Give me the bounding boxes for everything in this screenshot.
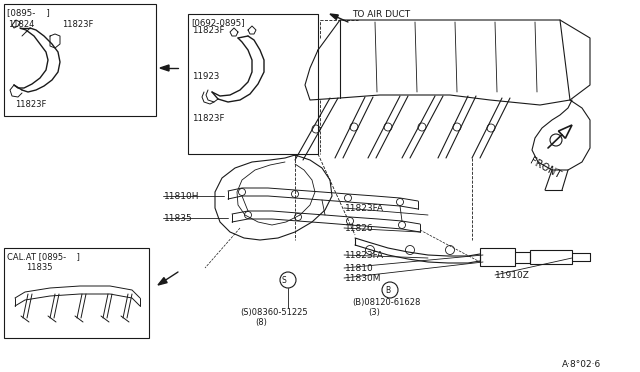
- Polygon shape: [559, 125, 572, 138]
- Bar: [530, 250, 572, 264]
- Polygon shape: [158, 278, 167, 285]
- Bar: [188, 14, 318, 154]
- Text: [0692-0895]: [0692-0895]: [191, 18, 244, 27]
- Bar: [4, 248, 149, 338]
- Text: 11835: 11835: [26, 263, 52, 272]
- Text: 11823FA: 11823FA: [345, 251, 384, 260]
- Text: 11923: 11923: [192, 72, 220, 81]
- Text: [0895-    ]: [0895- ]: [7, 8, 50, 17]
- Bar: [4, 4, 156, 116]
- Text: (3): (3): [368, 308, 380, 317]
- Polygon shape: [330, 14, 339, 20]
- Text: 11823FA: 11823FA: [345, 204, 384, 213]
- Polygon shape: [160, 65, 169, 71]
- Text: CAL.AT [0895-    ]: CAL.AT [0895- ]: [7, 252, 80, 261]
- Text: FRONT: FRONT: [528, 156, 562, 180]
- Text: 11823F: 11823F: [15, 100, 46, 109]
- Text: 11826: 11826: [345, 224, 374, 233]
- Text: (8): (8): [255, 318, 267, 327]
- Text: TO AIR DUCT: TO AIR DUCT: [352, 10, 410, 19]
- Text: (B)08120-61628: (B)08120-61628: [352, 298, 420, 307]
- Text: 11810H: 11810H: [164, 192, 200, 201]
- Text: S: S: [282, 276, 287, 285]
- Text: 11823F: 11823F: [62, 20, 93, 29]
- Text: 11810: 11810: [345, 264, 374, 273]
- Text: (S)08360-51225: (S)08360-51225: [240, 308, 308, 317]
- Text: A·8°02·6: A·8°02·6: [562, 360, 601, 369]
- Text: 11835: 11835: [164, 214, 193, 223]
- Text: 11824: 11824: [8, 20, 35, 29]
- Text: 11910Z: 11910Z: [495, 271, 530, 280]
- Text: 11830M: 11830M: [345, 274, 381, 283]
- Text: B: B: [385, 286, 390, 295]
- Bar: [480, 248, 515, 266]
- Text: 11823F: 11823F: [192, 26, 225, 35]
- Text: 11823F: 11823F: [192, 114, 225, 123]
